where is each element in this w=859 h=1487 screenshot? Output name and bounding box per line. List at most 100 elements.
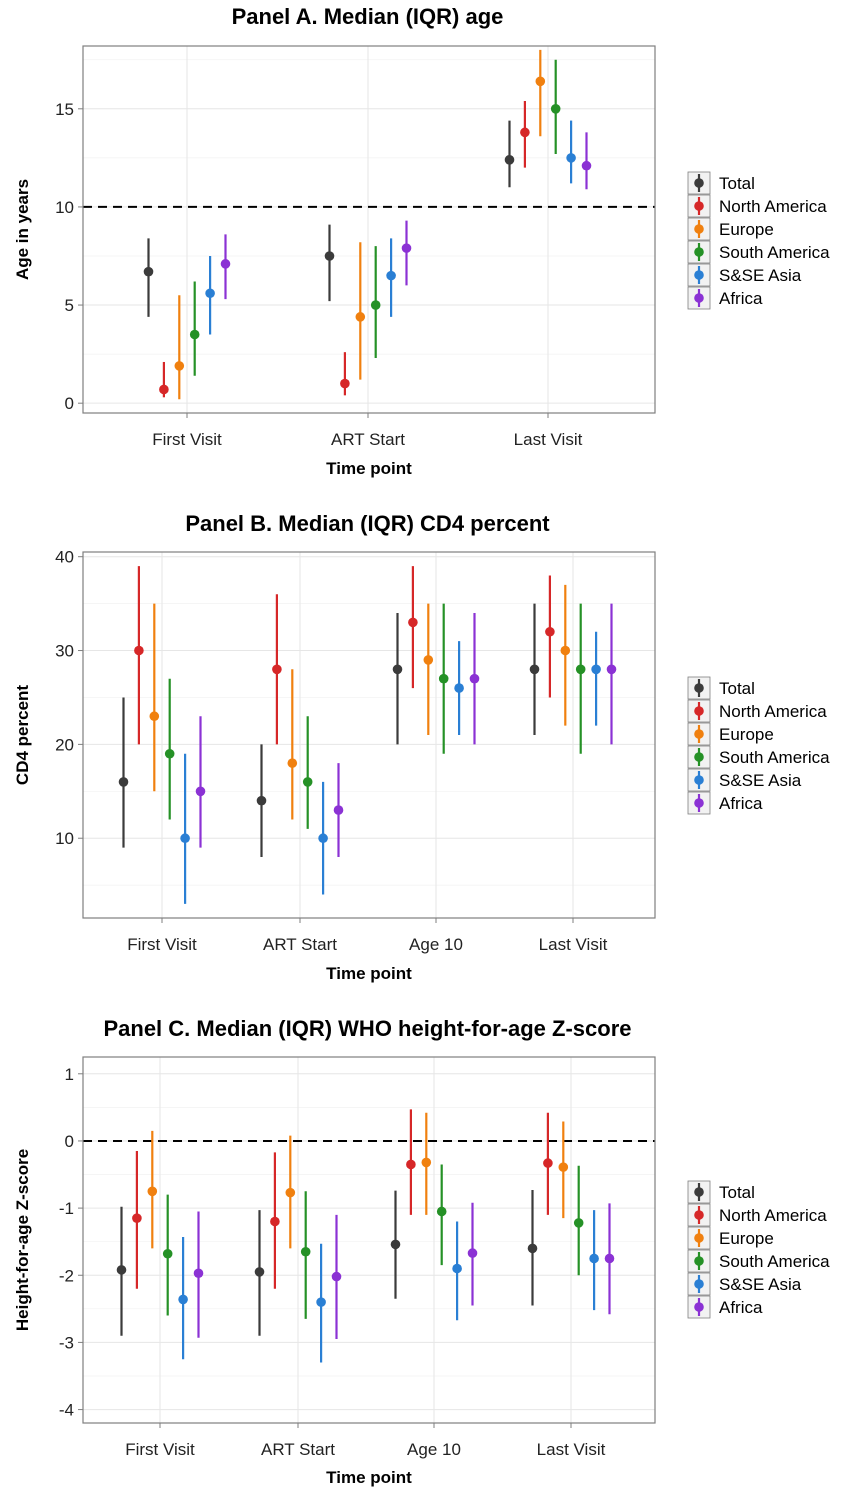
panel-b-median-point — [392, 664, 403, 675]
panel-a-y-axis-title: Age in years — [13, 179, 32, 280]
panel-b-legend-item-north-america: North America — [687, 699, 827, 723]
panel-c-title: Panel C. Median (IQR) WHO height-for-age… — [103, 1016, 632, 1041]
panel-c-median-point — [589, 1253, 599, 1264]
panel-a-y-tick-label: 5 — [65, 296, 74, 315]
panel-c-median-point — [543, 1158, 553, 1168]
panel-c-legend-item-africa: Africa — [687, 1295, 763, 1319]
panel-a-median-point — [220, 259, 231, 269]
panel-c-legend-label: Europe — [719, 1229, 774, 1248]
panel-b-legend-label: S&SE Asia — [719, 771, 802, 790]
panel-a-median-point — [520, 127, 530, 138]
panel-a-legend: Total North America Europe South America S&S… — [687, 171, 830, 310]
panel-b-median-point — [272, 664, 282, 675]
panel-b-x-tick-label: Age 10 — [409, 935, 463, 954]
panel-b-title: Panel B. Median (IQR) CD4 percent — [185, 511, 550, 536]
panel-c-legend-item-south-america: South America — [687, 1249, 830, 1273]
panel-a-legend-key-point — [694, 293, 704, 303]
panel-b-series-total — [118, 603, 540, 857]
panel-c-y-axis-title: Height-for-age Z-score — [13, 1149, 32, 1331]
panel-a-legend-item-s-se-asia: S&SE Asia — [687, 263, 802, 287]
panel-b-median-point — [454, 683, 464, 693]
panel-a-median-point — [143, 266, 154, 277]
panel-a-median-point — [401, 243, 412, 253]
panel-c-x-tick-label: First Visit — [125, 1440, 195, 1459]
panel-b-median-point — [256, 795, 267, 806]
panel-c-y-tick-label: -4 — [59, 1401, 74, 1420]
panel-a-median-point — [581, 160, 592, 171]
panel-a-median-point — [566, 153, 576, 163]
panel-c-series-north-america — [132, 1109, 553, 1289]
panel-a-legend-item-south-america: South America — [687, 240, 830, 264]
panel-b-legend-label: Total — [719, 679, 755, 698]
panel-b-median-point — [180, 833, 190, 844]
panel-a-median-point — [550, 104, 561, 114]
panel-c-legend-item-total: Total — [687, 1180, 755, 1204]
panel-b-median-point — [333, 805, 344, 815]
panel-a-x-tick-label: ART Start — [331, 430, 405, 449]
panel-c-median-point — [316, 1297, 326, 1307]
panel-c-legend-key-point — [694, 1187, 704, 1197]
panel-b-median-point — [606, 664, 617, 675]
panel-a-series-south-america — [189, 59, 561, 376]
panel-a-median-point — [324, 251, 335, 261]
panel-c-legend: Total North America Europe South America S&S… — [687, 1180, 830, 1319]
panel-c-median-point — [452, 1263, 462, 1274]
panel-c-legend-label: Total — [719, 1183, 755, 1202]
panel-b-y-axis-title: CD4 percent — [13, 685, 32, 785]
panel-b-y-tick-label: 30 — [55, 642, 74, 661]
panel-c-series-s-se-asia — [178, 1210, 599, 1363]
panel-a-median-point — [189, 329, 200, 340]
panel-a-x-tick-label: Last Visit — [514, 430, 583, 449]
panel-a-series-europe — [174, 49, 546, 400]
panel-b-median-point — [134, 645, 144, 656]
panel-a-title: Panel A. Median (IQR) age — [231, 4, 504, 29]
panel-c-series-total — [116, 1189, 538, 1336]
panel-b-series-north-america — [134, 566, 555, 745]
panel-c-median-point — [436, 1206, 447, 1217]
panel-c-median-point — [558, 1162, 569, 1172]
panel-b-legend-key-point — [694, 706, 704, 716]
panel-a-legend-key-point — [694, 247, 704, 257]
panel-c-x-tick-label: ART Start — [261, 1440, 335, 1459]
panel-a-plot-area — [83, 46, 655, 413]
panel-b-y-tick-label: 40 — [55, 548, 74, 567]
panel-c-y-tick-label: -1 — [59, 1199, 74, 1218]
panel-a-legend-key-point — [694, 224, 704, 234]
panel-c-legend-item-europe: Europe — [687, 1226, 774, 1250]
panel-b-median-point — [195, 786, 206, 797]
panel-c-median-point — [390, 1239, 401, 1250]
panel-a-x-axis-title: Time point — [326, 459, 412, 478]
panel-a-y-tick-label: 0 — [65, 394, 74, 413]
panel-a-y-tick-label: 15 — [55, 100, 74, 119]
panel-b-y-tick-label: 20 — [55, 735, 74, 754]
panel-a-legend-label: Africa — [719, 289, 763, 308]
panel-b-legend-key-point — [694, 775, 704, 785]
panel-b-median-point — [438, 673, 449, 684]
panel-c-median-point — [285, 1187, 296, 1198]
panel-b-median-point — [118, 777, 129, 787]
panel-a-legend-item-north-america: North America — [687, 194, 827, 218]
panel-a-legend-label: Europe — [719, 220, 774, 239]
panel-c-median-point — [178, 1294, 188, 1305]
panel-a-legend-key-point — [694, 201, 704, 211]
panel-a-panel-border — [82, 45, 656, 414]
panel-c-series-europe — [147, 1112, 569, 1249]
panel-b-x-tick-label: Last Visit — [539, 935, 608, 954]
panel-a-series-africa — [220, 132, 592, 300]
panel-b-median-point — [149, 711, 160, 722]
panel-b-median-point — [408, 617, 418, 628]
panel-c-median-point — [604, 1253, 615, 1264]
panel-a-plot: 0 5 10 15 First Visit ART Start Last Visit Time… — [13, 45, 830, 478]
panel-c-legend-key-point — [694, 1279, 704, 1289]
panel-b-legend-label: South America — [719, 748, 830, 767]
panel-c-series-south-america — [162, 1164, 584, 1319]
panel-c-median-point — [132, 1213, 142, 1223]
panel-a-legend-key-point — [694, 270, 704, 280]
panel-a-median-point — [174, 361, 185, 371]
panel-b-median-point — [560, 645, 571, 656]
panel-b-plot-area — [83, 552, 655, 918]
panel-b-legend-item-africa: Africa — [687, 791, 763, 815]
panel-c-legend-key-point — [694, 1210, 704, 1220]
panel-b-legend-item-south-america: South America — [687, 745, 830, 769]
panel-b-legend-item-s-se-asia: S&SE Asia — [687, 768, 802, 792]
